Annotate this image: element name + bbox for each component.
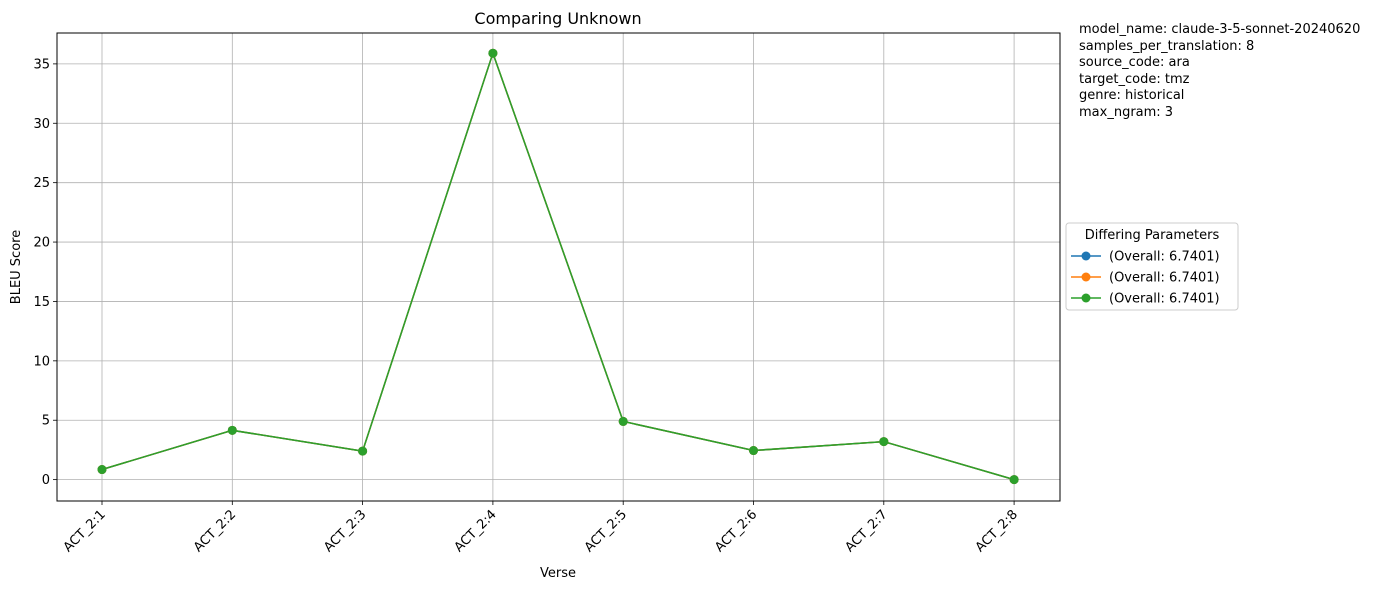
data-point	[879, 437, 889, 447]
legend-marker-2	[1081, 272, 1091, 282]
info-samples-per-translation: samples_per_translation: 8	[1079, 38, 1255, 54]
data-point	[749, 446, 758, 456]
x-tick-label: ACT_2:1	[61, 507, 109, 555]
y-axis-ticks: 0 5 10 15 20 25 30 35	[33, 57, 57, 488]
x-tick-label: ACT_2:4	[452, 507, 500, 555]
data-point	[1009, 475, 1019, 485]
legend-box	[1065, 222, 1239, 311]
data-point	[97, 465, 107, 475]
legend-label-3: (Overall: 6.7401)	[1109, 292, 1220, 307]
y-tick-label: 35	[33, 57, 50, 72]
series-line-1	[101, 50, 1015, 481]
info-source-code: source_code: ara	[1079, 55, 1190, 70]
y-tick-label: 25	[33, 176, 50, 191]
legend-label-2: (Overall: 6.7401)	[1109, 271, 1220, 286]
info-max-ngram: max_ngram: 3	[1079, 104, 1174, 120]
x-axis-ticks: ACT_2:1 ACT_2:2 ACT_2:3 ACT_2:4 ACT_2:5 ACT_2…	[61, 501, 1021, 555]
grid-lines	[57, 33, 1060, 501]
info-target-code: target_code: tmz	[1079, 71, 1190, 87]
legend-title: Differing Parameters	[1085, 228, 1220, 243]
y-tick-label: 30	[33, 117, 50, 132]
y-tick-label: 0	[42, 473, 50, 488]
x-axis-label: Verse	[540, 566, 576, 581]
x-tick-label: ACT_2:5	[582, 507, 630, 555]
y-axis-label: BLEU Score	[9, 230, 24, 304]
legend-marker-1	[1081, 251, 1091, 261]
x-tick-label: ACT_2:3	[321, 507, 369, 555]
series-line-3	[101, 50, 1015, 481]
y-tick-label: 5	[42, 414, 50, 429]
x-tick-label: ACT_2:6	[712, 507, 760, 555]
plot-frame	[56, 32, 1061, 502]
series-points	[97, 48, 1019, 485]
y-tick-label: 15	[33, 295, 50, 310]
y-tick-label: 20	[33, 236, 50, 251]
x-tick-label: ACT_2:2	[191, 507, 239, 555]
legend-label-1: (Overall: 6.7401)	[1109, 250, 1220, 265]
x-tick-label: ACT_2:8	[973, 507, 1021, 555]
data-point	[358, 446, 368, 456]
info-genre: genre: historical	[1079, 88, 1185, 103]
data-point	[488, 48, 498, 58]
series-line-2	[101, 50, 1015, 481]
legend: Differing Parameters (Overall: 6.7401) (…	[1065, 222, 1239, 311]
parameter-info: model_name: claude-3-5-sonnet-20240620 s…	[1079, 22, 1360, 121]
series-lines	[101, 50, 1015, 481]
data-point	[618, 416, 628, 426]
y-tick-label: 10	[33, 354, 50, 369]
x-tick-label: ACT_2:7	[842, 507, 890, 555]
info-model-name: model_name: claude-3-5-sonnet-20240620	[1079, 22, 1361, 37]
chart-title: Comparing Unknown	[474, 9, 641, 28]
legend-marker-3	[1081, 293, 1091, 303]
data-point	[227, 425, 237, 435]
